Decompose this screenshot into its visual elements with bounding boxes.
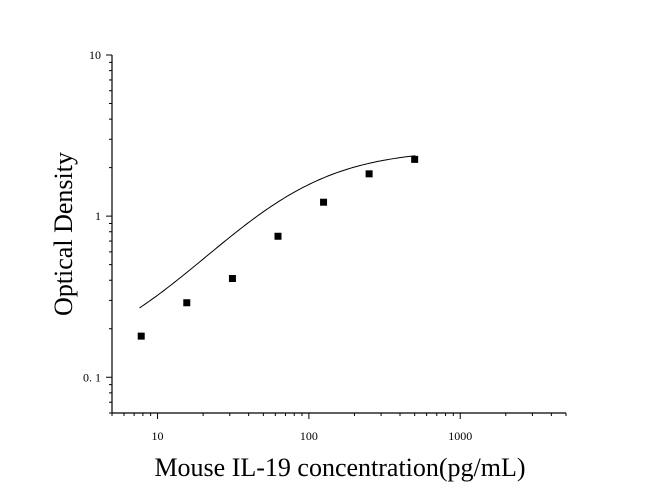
- data-point: [183, 299, 191, 307]
- fit-curve: [139, 155, 416, 309]
- x-tick-label: 100: [300, 429, 318, 443]
- x-tick-label: 10: [152, 429, 164, 443]
- data-point: [365, 170, 373, 178]
- x-tick-label: 1000: [448, 429, 472, 443]
- data-points: [137, 155, 419, 340]
- y-axis-title: Optical Density: [49, 152, 78, 316]
- y-tick-label: 0. 1: [83, 370, 101, 384]
- data-point: [228, 275, 236, 283]
- data-point: [137, 332, 145, 340]
- data-point: [411, 155, 419, 163]
- ticks: 10 100 1000 0. 1 1 10: [83, 48, 567, 443]
- data-point: [320, 198, 328, 206]
- x-axis-title: Mouse IL-19 concentration(pg/mL): [154, 453, 525, 482]
- y-tick-label: 10: [89, 48, 101, 62]
- y-tick-label: 1: [95, 209, 101, 223]
- data-point: [274, 232, 282, 240]
- axes: [111, 55, 566, 414]
